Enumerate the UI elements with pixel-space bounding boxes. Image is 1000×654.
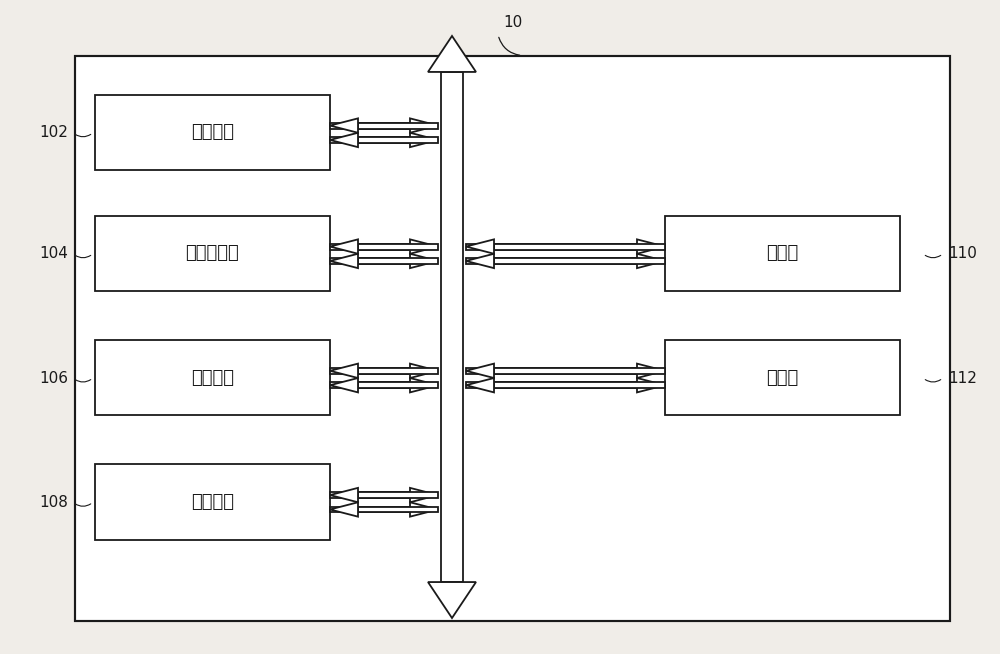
Polygon shape [637,254,665,268]
Bar [330,137,410,143]
Bar [358,258,438,264]
Text: 处理器: 处理器 [766,245,799,262]
Text: 112: 112 [948,371,977,385]
Polygon shape [330,254,358,268]
Polygon shape [330,239,358,254]
Bar [466,368,637,374]
Polygon shape [330,364,358,378]
Text: 104: 104 [39,247,68,261]
Bar [358,137,438,143]
Polygon shape [466,254,494,268]
Polygon shape [428,36,476,72]
Bar [466,382,637,388]
Polygon shape [428,582,476,618]
Polygon shape [410,133,438,147]
Polygon shape [410,364,438,378]
Polygon shape [637,364,665,378]
Bar [358,506,438,513]
Text: 108: 108 [39,495,68,509]
Bar [330,368,410,374]
Text: 存储器: 存储器 [766,369,799,387]
Text: 106: 106 [39,371,68,385]
Bar [330,123,410,128]
Bar [358,123,438,128]
Text: 110: 110 [948,247,977,261]
Bar [494,368,665,374]
Bar [330,258,410,264]
Bar [494,382,665,388]
Polygon shape [637,378,665,392]
Polygon shape [410,488,438,502]
Text: 采集模块: 采集模块 [191,124,234,141]
Text: 102: 102 [39,126,68,140]
Polygon shape [330,378,358,392]
Polygon shape [330,118,358,133]
Bar [494,243,665,249]
Polygon shape [466,364,494,378]
Bar [358,492,438,498]
Bar [358,243,438,249]
Bar [95,464,330,540]
Polygon shape [466,239,494,254]
Bar [358,382,438,388]
Polygon shape [330,502,358,517]
Text: 10: 10 [503,16,523,30]
Bar [330,243,410,249]
Bar [95,95,330,170]
Polygon shape [410,254,438,268]
Bar [75,56,950,621]
Bar [466,258,637,264]
Polygon shape [410,118,438,133]
Bar [95,340,330,415]
Bar [358,368,438,374]
Bar [665,216,900,291]
Polygon shape [410,502,438,517]
Bar [441,72,463,582]
Polygon shape [637,239,665,254]
Polygon shape [466,378,494,392]
Bar [466,243,637,249]
Polygon shape [330,488,358,502]
Polygon shape [410,239,438,254]
Bar [95,216,330,291]
Bar [330,382,410,388]
Bar [494,258,665,264]
Bar [330,506,410,513]
Text: 运算模块: 运算模块 [191,369,234,387]
Text: 初始化模块: 初始化模块 [186,245,239,262]
Bar [665,340,900,415]
Bar [330,492,410,498]
Polygon shape [330,133,358,147]
Polygon shape [410,378,438,392]
Text: 重建模块: 重建模块 [191,493,234,511]
